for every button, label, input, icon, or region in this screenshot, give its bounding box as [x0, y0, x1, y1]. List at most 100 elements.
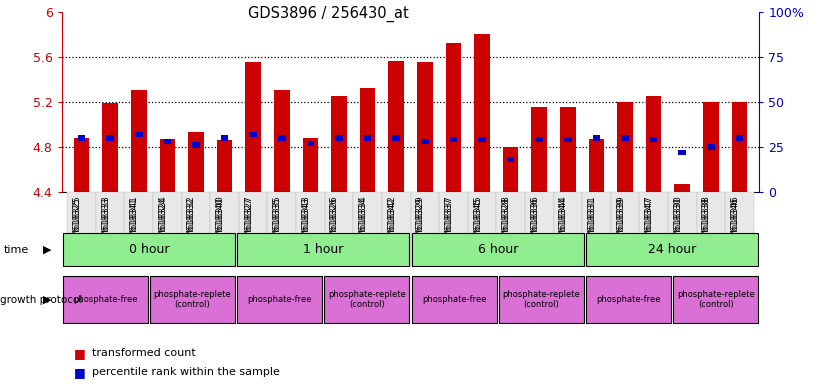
- Text: GSM618328: GSM618328: [502, 196, 511, 248]
- Bar: [678, 150, 686, 155]
- Bar: [479, 137, 486, 142]
- Bar: [188, 132, 204, 192]
- Bar: [62, 276, 148, 323]
- Bar: [278, 135, 286, 141]
- Bar: [392, 135, 400, 141]
- Bar: [245, 62, 261, 192]
- Text: GSM618335: GSM618335: [273, 196, 282, 248]
- Bar: [450, 137, 457, 142]
- Text: 24 hour: 24 hour: [648, 243, 696, 256]
- Bar: [673, 276, 759, 323]
- Bar: [159, 139, 175, 192]
- Bar: [181, 192, 210, 267]
- Bar: [250, 132, 257, 137]
- Text: GSM618324: GSM618324: [158, 197, 167, 250]
- Bar: [62, 233, 235, 266]
- Text: GSM618340: GSM618340: [216, 196, 225, 248]
- Text: GSM618343: GSM618343: [301, 197, 310, 250]
- Bar: [560, 108, 576, 192]
- Text: GSM618339: GSM618339: [616, 196, 625, 248]
- Text: GSM618330: GSM618330: [673, 197, 682, 250]
- Bar: [364, 135, 371, 141]
- Text: time: time: [4, 245, 30, 255]
- Text: GSM618331: GSM618331: [587, 196, 596, 248]
- Text: GSM618334: GSM618334: [359, 196, 368, 248]
- Text: GSM618335: GSM618335: [273, 197, 282, 250]
- Bar: [525, 192, 553, 267]
- Text: GSM618342: GSM618342: [388, 196, 397, 248]
- Bar: [586, 233, 759, 266]
- Text: phosphate-replete
(control): phosphate-replete (control): [154, 290, 232, 309]
- Text: phosphate-free: phosphate-free: [73, 295, 137, 304]
- Bar: [696, 192, 725, 267]
- Bar: [411, 276, 497, 323]
- Text: 1 hour: 1 hour: [303, 243, 343, 256]
- Text: GSM618324: GSM618324: [158, 196, 167, 248]
- Bar: [237, 233, 410, 266]
- Bar: [468, 192, 497, 267]
- Bar: [593, 135, 600, 141]
- Text: GSM618334: GSM618334: [359, 197, 368, 250]
- Text: ■: ■: [74, 347, 85, 360]
- Bar: [411, 233, 584, 266]
- Text: GSM618341: GSM618341: [130, 197, 139, 250]
- Text: GSM618333: GSM618333: [101, 197, 110, 250]
- Text: GSM618347: GSM618347: [644, 196, 654, 248]
- Bar: [668, 192, 696, 267]
- Bar: [564, 137, 571, 142]
- Bar: [360, 88, 375, 192]
- Bar: [497, 192, 525, 267]
- Bar: [475, 34, 490, 192]
- Bar: [589, 139, 604, 192]
- Text: GSM618344: GSM618344: [559, 197, 568, 250]
- Bar: [239, 192, 268, 267]
- Bar: [125, 192, 153, 267]
- Text: GSM618332: GSM618332: [187, 197, 196, 250]
- Text: GSM618332: GSM618332: [187, 196, 196, 248]
- Bar: [163, 139, 171, 144]
- Bar: [74, 138, 89, 192]
- Text: GSM618327: GSM618327: [244, 196, 253, 248]
- Bar: [410, 192, 439, 267]
- Text: GSM618336: GSM618336: [530, 196, 539, 248]
- Bar: [192, 142, 200, 148]
- Text: transformed count: transformed count: [92, 348, 195, 358]
- Text: GSM618337: GSM618337: [444, 197, 453, 250]
- Text: GSM618329: GSM618329: [415, 197, 424, 250]
- Bar: [582, 192, 611, 267]
- Bar: [135, 132, 143, 137]
- Text: GSM618328: GSM618328: [502, 197, 511, 250]
- Text: 0 hour: 0 hour: [129, 243, 169, 256]
- Bar: [617, 102, 633, 192]
- Bar: [103, 103, 118, 192]
- Bar: [107, 135, 114, 141]
- Bar: [499, 276, 584, 323]
- Bar: [621, 135, 629, 141]
- Bar: [586, 276, 671, 323]
- Text: growth protocol: growth protocol: [0, 295, 82, 305]
- Text: GSM618337: GSM618337: [444, 196, 453, 248]
- Text: GSM618325: GSM618325: [72, 196, 81, 248]
- Text: ■: ■: [74, 366, 85, 379]
- Bar: [307, 141, 314, 146]
- Bar: [674, 184, 690, 192]
- Bar: [210, 192, 239, 267]
- Text: GDS3896 / 256430_at: GDS3896 / 256430_at: [248, 6, 409, 22]
- Bar: [725, 192, 754, 267]
- Bar: [335, 135, 342, 141]
- Bar: [446, 43, 461, 192]
- Text: GSM618336: GSM618336: [530, 197, 539, 250]
- Text: GSM618338: GSM618338: [702, 197, 711, 250]
- Text: phosphate-replete
(control): phosphate-replete (control): [677, 290, 754, 309]
- Text: GSM618333: GSM618333: [101, 196, 110, 248]
- Bar: [611, 192, 640, 267]
- Bar: [439, 192, 468, 267]
- Bar: [707, 144, 714, 150]
- Text: ▶: ▶: [44, 295, 52, 305]
- Text: GSM618342: GSM618342: [388, 197, 397, 250]
- Bar: [736, 135, 743, 141]
- Bar: [382, 192, 410, 267]
- Text: phosphate-free: phosphate-free: [247, 295, 312, 304]
- Bar: [553, 192, 582, 267]
- Text: GSM618345: GSM618345: [473, 197, 482, 250]
